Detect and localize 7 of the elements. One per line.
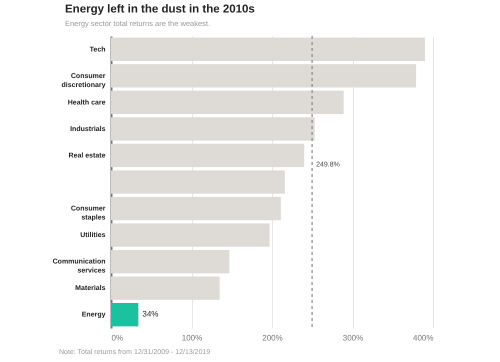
x-tick-label: 300% [342, 334, 364, 342]
data-label: 34% [142, 310, 158, 319]
chart-title: Energy left in the dust in the 2010s [65, 3, 255, 16]
x-tick-label: 100% [182, 334, 202, 342]
x-tick-label: 400% [413, 334, 434, 342]
x-tick-label: 200% [262, 334, 283, 342]
x-tick-label: 0% [112, 334, 124, 342]
